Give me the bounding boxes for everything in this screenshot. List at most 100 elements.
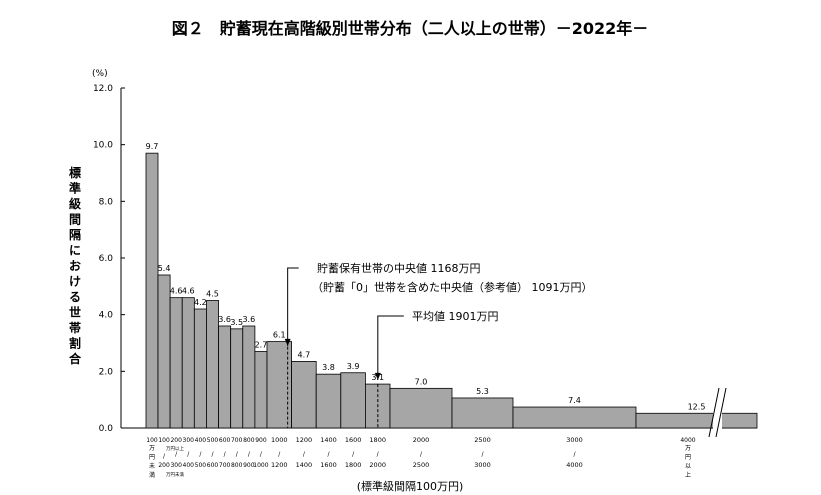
- bar: [389, 387, 453, 429]
- bar: [169, 297, 183, 429]
- x-tick-slash: /: [260, 451, 263, 458]
- bar: [193, 308, 207, 429]
- x-tick-label: 4000: [566, 461, 583, 469]
- bar: [315, 373, 342, 429]
- x-tick-slash: /: [187, 451, 190, 458]
- bar-label: 7.0: [415, 377, 428, 386]
- median-arrowhead: [284, 338, 291, 346]
- axis-break-mark: [708, 387, 720, 438]
- mean-annotation: 平均値 1901万円: [412, 310, 499, 323]
- x-tick-label: 600: [219, 437, 231, 444]
- median-arrow: [287, 267, 299, 346]
- x-tick-label: 未: [149, 462, 155, 470]
- bar-label: 4.5: [206, 290, 219, 299]
- annotations: 貯蓄保有世帯の中央値 1168万円 （貯蓄「0」世帯を含めた中央値（参考値） 10…: [284, 261, 593, 428]
- bar-label: 5.4: [158, 264, 171, 273]
- x-tick-slash: /: [248, 451, 251, 458]
- y-axis-label-char: る: [69, 290, 81, 304]
- bar: [181, 297, 195, 429]
- y-tick-label: 12.0: [93, 84, 113, 94]
- mean-arrowhead: [374, 372, 381, 380]
- x-tick-slash: /: [377, 451, 380, 458]
- mean-arrow: [377, 315, 404, 380]
- x-tick-label: 200: [158, 462, 170, 469]
- axis-break-gap: [713, 405, 722, 431]
- y-tick-label: 4.0: [99, 311, 114, 321]
- y-axis-label-char: け: [69, 275, 81, 289]
- y-axis-label-char: 級: [69, 196, 81, 211]
- y-tick-label: 2.0: [99, 367, 114, 377]
- y-axis-label-char: 準: [69, 181, 81, 196]
- bar-label: 2.7: [255, 341, 268, 350]
- y-axis-label-char: に: [69, 244, 81, 258]
- bar-label: 3.5: [230, 318, 243, 327]
- x-axis: 100万円未満100万円以上/200万円未満200/300300/400400/…: [146, 436, 696, 479]
- x-tick-label: 円: [149, 454, 155, 461]
- x-tick-label: 1600: [320, 461, 337, 469]
- bar-label: 3.8: [322, 363, 335, 372]
- bar-label: 9.7: [146, 142, 159, 151]
- bars: [145, 152, 758, 438]
- y-axis-label-char: 世: [69, 305, 81, 320]
- x-tick-label: 600: [207, 462, 219, 469]
- x-tick-label: 以: [685, 463, 691, 470]
- x-tick-label: 万円以上: [166, 445, 184, 452]
- bar: [512, 406, 637, 429]
- y-tick-label: 0.0: [99, 424, 114, 434]
- y-axis-label-char: お: [69, 259, 81, 273]
- x-tick-label: 4000: [680, 437, 695, 444]
- y-tick-label: 8.0: [99, 197, 114, 207]
- x-tick-label: 上: [685, 471, 691, 479]
- x-tick-label: 満: [149, 471, 155, 479]
- bar: [230, 328, 244, 429]
- x-tick-label: 円: [685, 454, 691, 461]
- x-tick-label: 400: [195, 437, 207, 444]
- x-tick-label: 万円未満: [166, 471, 184, 478]
- x-tick-label: 1000: [253, 462, 268, 469]
- y-axis-label-char: 隔: [69, 227, 81, 242]
- bar-label: 4.6: [170, 287, 183, 296]
- x-tick-label: 1600: [345, 436, 362, 444]
- x-tick-label: 700: [231, 437, 243, 444]
- y-axis-label-char: 標: [69, 165, 81, 180]
- x-tick-slash: /: [481, 451, 484, 458]
- bar-label: 3.6: [218, 315, 231, 324]
- x-tick-slash: /: [224, 451, 227, 458]
- x-tick-label: 400: [183, 462, 195, 469]
- x-tick-slash: /: [199, 451, 202, 458]
- bar: [635, 412, 758, 429]
- bar: [242, 325, 256, 429]
- bar-label: 4.2: [194, 298, 207, 307]
- x-tick-label: 800: [231, 462, 243, 469]
- x-tick-label: 500: [195, 462, 207, 469]
- x-tick-slash: /: [303, 451, 306, 458]
- median-ref-annotation: （貯蓄「0」世帯を含めた中央値（参考値） 1091万円）: [312, 280, 593, 294]
- x-tick-label: 300: [183, 437, 195, 444]
- x-tick-label: 900: [255, 437, 267, 444]
- x-tick-slash: /: [163, 453, 166, 460]
- x-tick-label: 1800: [369, 436, 386, 444]
- x-tick-slash: /: [175, 451, 178, 458]
- y-axis-label-char: 割: [69, 336, 81, 351]
- x-tick-label: 900: [243, 462, 255, 469]
- x-tick-label: 300: [170, 462, 182, 469]
- x-tick-label: 1200: [296, 436, 313, 444]
- x-tick-label: 200: [170, 437, 182, 444]
- x-tick-label: 万: [685, 445, 691, 452]
- x-tick-label: 500: [207, 437, 219, 444]
- y-axis-label-char: 間: [69, 213, 81, 227]
- bar-label: 6.1: [273, 331, 286, 340]
- x-tick-label: 100: [158, 437, 170, 444]
- y-axis-label-char: 合: [69, 351, 82, 366]
- bar-label: 4.7: [298, 350, 311, 359]
- bar: [206, 300, 219, 429]
- bar: [291, 361, 317, 429]
- bar: [340, 372, 366, 429]
- x-tick-label: 1200: [271, 461, 288, 469]
- chart-title: 図２ 貯蓄現在高階級別世帯分布（二人以上の世帯）－2022年－: [172, 19, 649, 38]
- x-tick-label: 1400: [296, 461, 313, 469]
- bar: [451, 397, 514, 429]
- median-annotation: 貯蓄保有世帯の中央値 1168万円: [317, 261, 481, 275]
